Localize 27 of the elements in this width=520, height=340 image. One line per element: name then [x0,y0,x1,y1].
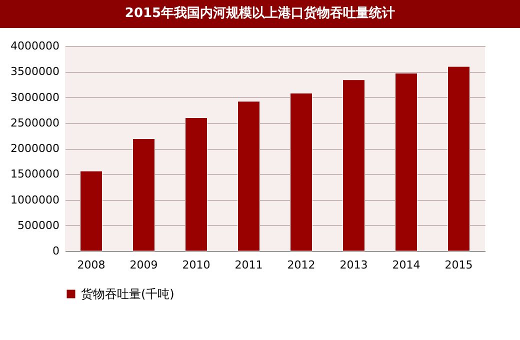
bar [80,170,102,252]
bar [342,80,365,252]
y-tick-label: 3000000 [10,90,60,104]
bar [185,118,208,252]
legend-label: 货物吞吐量(千吨) [81,287,174,301]
y-tick-label: 2000000 [10,142,60,155]
x-tick-label: 2010 [182,258,210,272]
y-tick-label: 4000000 [10,40,60,52]
x-tick-label: 2008 [77,258,106,272]
y-tick-label: 1000000 [10,193,60,206]
x-tick-label: 2013 [340,258,368,272]
bar [395,72,418,252]
bar [448,66,470,252]
y-tick-label: 500000 [18,218,60,232]
bar [238,101,260,252]
x-tick-label: 2012 [287,258,316,272]
x-tick-label: 2014 [392,258,420,272]
y-tick-label: 3500000 [10,65,60,78]
y-tick-label: 1500000 [10,168,60,181]
y-tick-label: 0 [52,244,60,258]
y-tick-label: 2500000 [10,116,60,130]
bar [132,138,155,252]
x-tick-label: 2015 [444,258,473,272]
chart-title: 2015年我国内河规模以上港口货物吞吐量统计 [0,0,520,28]
bar [290,92,312,252]
x-tick-label: 2011 [234,258,263,272]
x-tick-label: 2009 [130,258,158,272]
